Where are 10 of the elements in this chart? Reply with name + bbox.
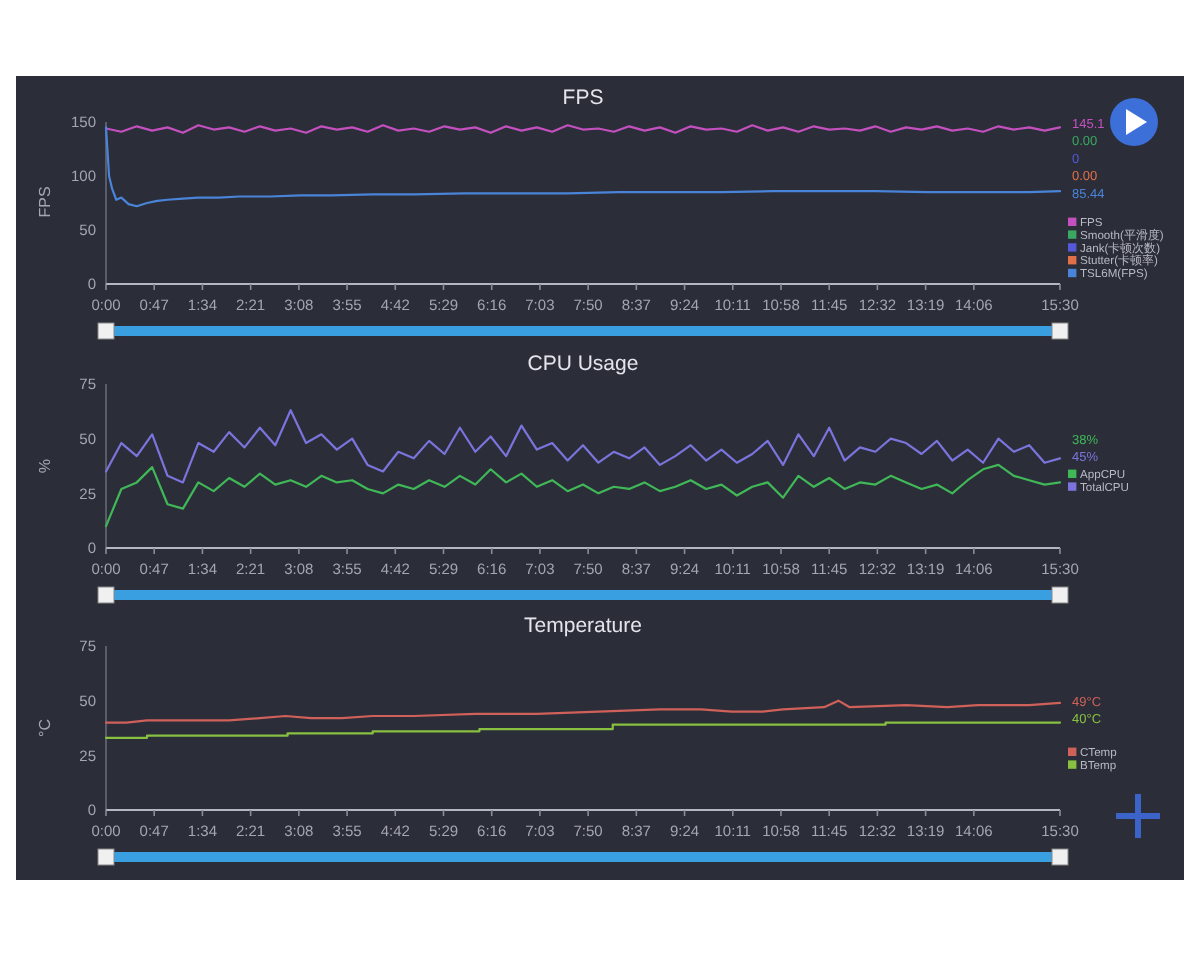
y-axis-title: FPS xyxy=(36,186,54,218)
y-axis-title: °C xyxy=(36,718,54,737)
y-axis-title: % xyxy=(36,458,54,474)
line-series xyxy=(104,409,1062,484)
line-series xyxy=(104,463,1062,528)
chart-title: Temperature xyxy=(524,614,643,638)
chart-title: CPU Usage xyxy=(527,352,639,376)
chart-title: FPS xyxy=(562,86,604,110)
line-series xyxy=(104,126,1062,208)
line-series xyxy=(104,699,1062,724)
